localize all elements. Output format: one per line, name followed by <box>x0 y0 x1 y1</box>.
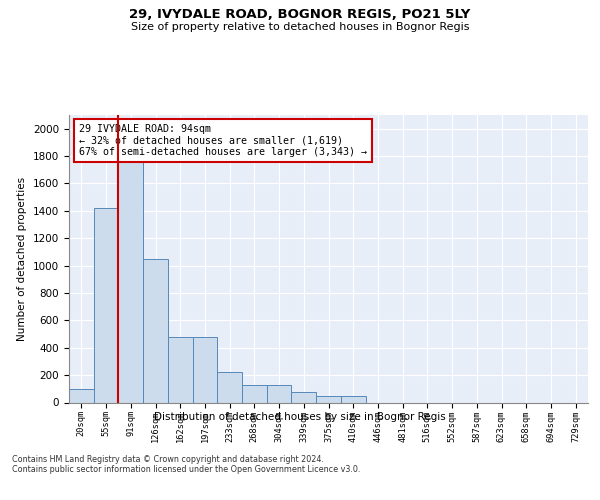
Bar <box>267 384 292 402</box>
Y-axis label: Number of detached properties: Number of detached properties <box>17 176 28 341</box>
Bar <box>94 208 118 402</box>
Bar <box>193 337 217 402</box>
Text: 29, IVYDALE ROAD, BOGNOR REGIS, PO21 5LY: 29, IVYDALE ROAD, BOGNOR REGIS, PO21 5LY <box>130 8 470 20</box>
Text: Distribution of detached houses by size in Bognor Regis: Distribution of detached houses by size … <box>154 412 446 422</box>
Bar <box>168 337 193 402</box>
Bar <box>118 128 143 402</box>
Bar <box>217 372 242 402</box>
Text: Contains HM Land Registry data © Crown copyright and database right 2024.
Contai: Contains HM Land Registry data © Crown c… <box>12 455 361 474</box>
Text: Size of property relative to detached houses in Bognor Regis: Size of property relative to detached ho… <box>131 22 469 32</box>
Bar <box>341 396 365 402</box>
Bar <box>143 259 168 402</box>
Text: 29 IVYDALE ROAD: 94sqm
← 32% of detached houses are smaller (1,619)
67% of semi-: 29 IVYDALE ROAD: 94sqm ← 32% of detached… <box>79 124 367 157</box>
Bar <box>242 384 267 402</box>
Bar <box>316 396 341 402</box>
Bar <box>69 389 94 402</box>
Bar <box>292 392 316 402</box>
